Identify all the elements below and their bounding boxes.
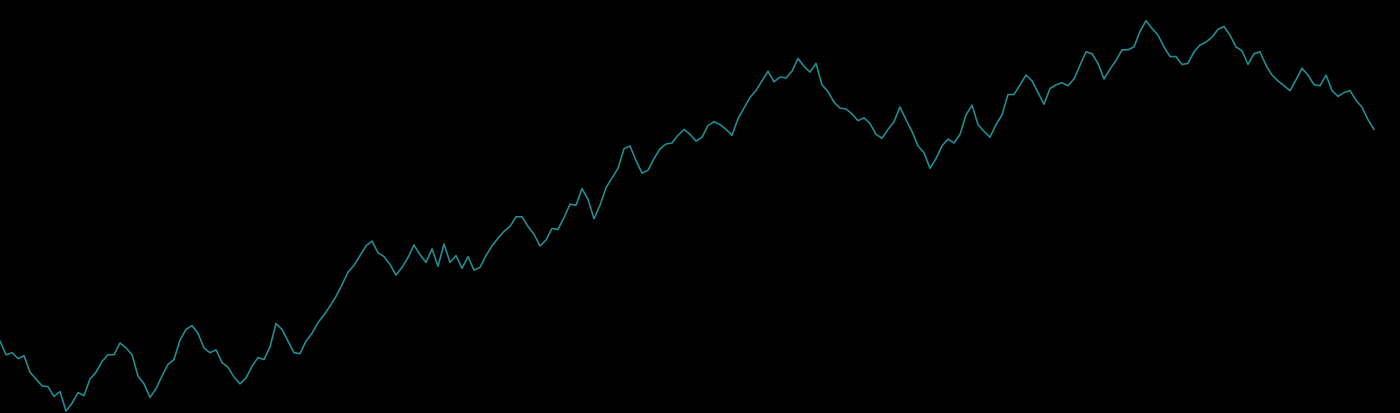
series-line-1	[0, 19, 1375, 412]
series-layer	[0, 19, 1375, 412]
